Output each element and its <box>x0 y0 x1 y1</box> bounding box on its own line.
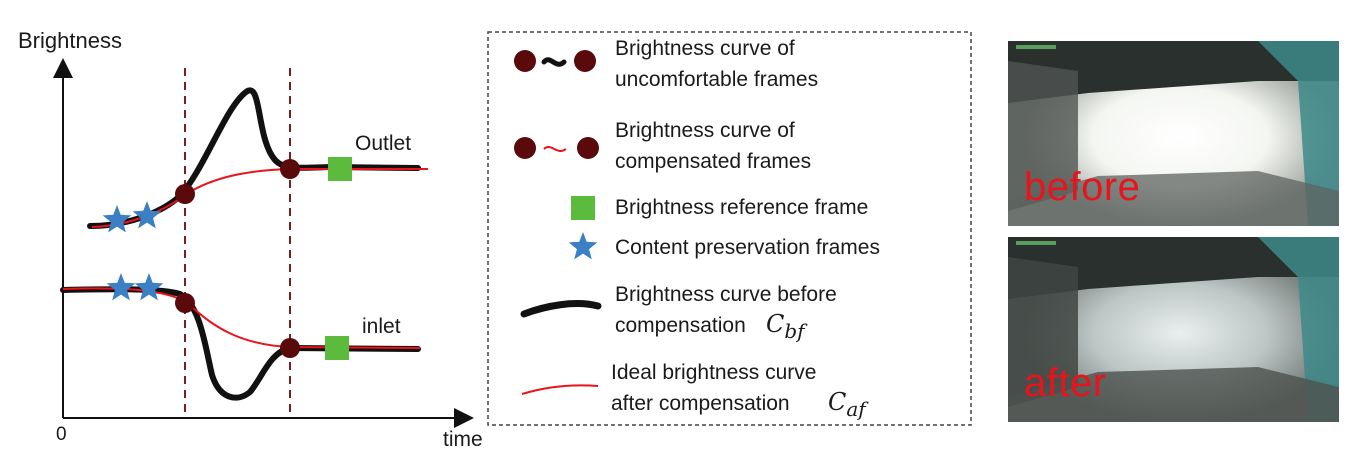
legend-reference: Brightness reference frame <box>571 196 868 220</box>
inlet-stars <box>106 273 164 301</box>
legend-before-symbol: Cbf <box>766 310 808 343</box>
legend-uncomfortable-line2: uncomfortable frames <box>615 68 818 91</box>
legend-ideal-line2: after compensation <box>611 392 790 415</box>
before-photo: before <box>1008 41 1339 226</box>
legend-box <box>487 31 972 426</box>
star-icon <box>102 205 132 233</box>
after-photo: after <box>1008 237 1339 422</box>
legend-compensated-line1: Brightness curve of <box>615 119 795 142</box>
outlet-label: Outlet <box>355 132 411 155</box>
inlet-reference-square <box>325 336 349 360</box>
legend-before-compensation: Brightness curve before compensation Cbf <box>520 283 837 343</box>
legend-compensated-line2: compensated frames <box>615 150 811 173</box>
legend-ideal-line1: Ideal brightness curve <box>611 361 816 384</box>
outlet-curve-before <box>87 87 421 229</box>
before-label: before <box>1024 165 1141 209</box>
legend-compensated: Brightness curve of compensated frames <box>514 119 811 173</box>
outlet-start-circle <box>175 184 195 204</box>
origin-label: 0 <box>56 424 67 445</box>
outlet-stars <box>102 201 162 233</box>
legend-preservation-label: Content preservation frames <box>615 236 880 259</box>
outlet-reference-square <box>328 157 352 181</box>
inlet-curve-before <box>60 286 421 401</box>
legend-uncomfortable-line1: Brightness curve of <box>615 37 795 60</box>
after-label: after <box>1024 361 1107 405</box>
legend-uncomfortable: Brightness curve of uncomfortable frames <box>514 37 818 91</box>
inlet-label: inlet <box>362 315 401 338</box>
legend-before-line2: compensation <box>615 314 746 337</box>
inlet-start-circle <box>175 293 195 313</box>
star-icon <box>134 273 164 301</box>
star-icon <box>132 201 162 229</box>
star-icon <box>106 273 136 301</box>
inlet-end-circle <box>280 338 300 358</box>
legend-ideal-symbol: Caf <box>828 388 869 421</box>
y-axis-label: Brightness <box>18 28 122 53</box>
outlet-end-circle <box>280 159 300 179</box>
x-axis-label: time <box>443 428 483 451</box>
legend-preservation: Content preservation frames <box>568 232 880 260</box>
star-icon <box>568 232 598 260</box>
legend-reference-label: Brightness reference frame <box>615 196 868 219</box>
legend-ideal: Ideal brightness curve after compensatio… <box>521 361 869 421</box>
legend-before-line1: Brightness curve before <box>615 283 837 306</box>
